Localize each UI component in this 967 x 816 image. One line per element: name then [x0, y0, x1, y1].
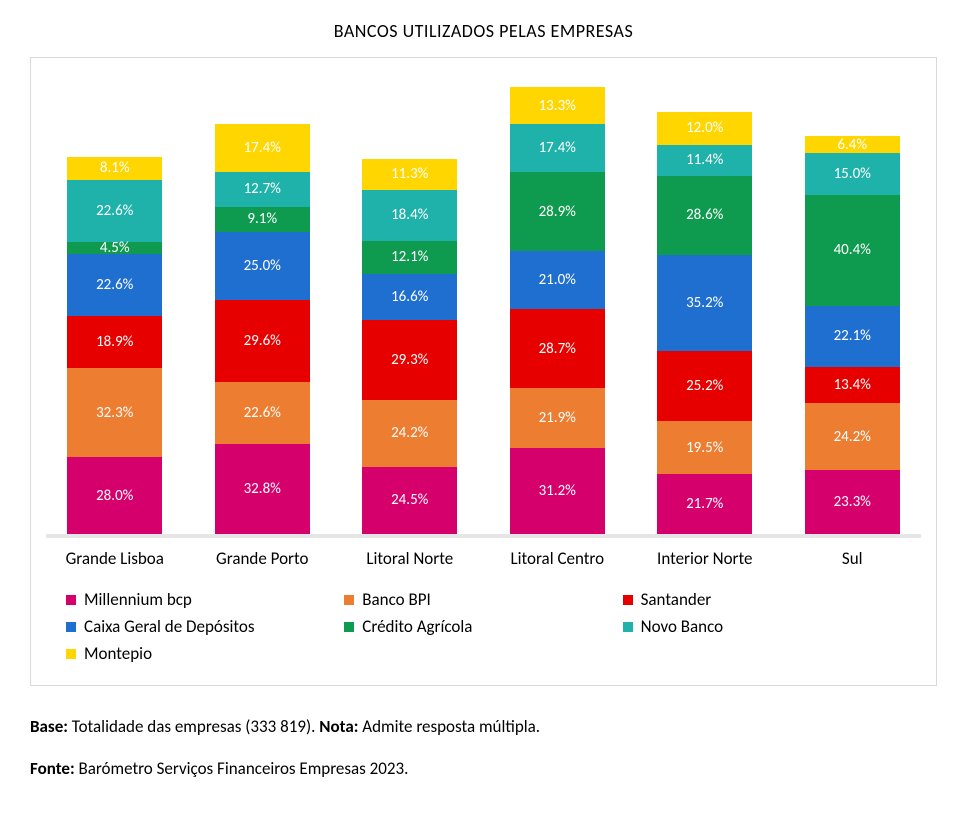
- base-text: Totalidade das empresas (333 819).: [68, 716, 319, 737]
- bar-segment-santander: 25.2%: [657, 351, 752, 420]
- bar-group: 24.5%24.2%29.3%16.6%12.1%18.4%11.3%: [351, 68, 469, 534]
- x-axis-label: Sul: [794, 548, 912, 569]
- fonte-text: Barómetro Serviços Financeiros Empresas …: [75, 758, 409, 779]
- bar-segment-santander: 29.6%: [215, 300, 310, 381]
- bar-segment-credito: 9.1%: [215, 207, 310, 232]
- bar-segment-novo: 17.4%: [510, 124, 605, 172]
- bar-segment-credito: 4.5%: [67, 242, 162, 254]
- bar-segment-cgd: 21.0%: [510, 251, 605, 309]
- bars-area: 28.0%32.3%18.9%22.6%4.5%22.6%8.1%32.8%22…: [46, 68, 921, 538]
- legend-item-santander: Santander: [623, 589, 901, 610]
- x-axis-label: Litoral Centro: [499, 548, 617, 569]
- bar-segment-cgd: 25.0%: [215, 232, 310, 301]
- bar-segment-bpi: 22.6%: [215, 382, 310, 444]
- bar-segment-bpi: 24.2%: [362, 400, 457, 467]
- bar-segment-montepio: 12.0%: [657, 112, 752, 145]
- bar-segment-novo: 18.4%: [362, 190, 457, 241]
- bar-segment-santander: 29.3%: [362, 320, 457, 401]
- legend-swatch: [66, 649, 76, 659]
- legend-swatch: [344, 595, 354, 605]
- x-axis-label: Interior Norte: [646, 548, 764, 569]
- bar: 31.2%21.9%28.7%21.0%28.9%17.4%13.3%: [510, 87, 605, 534]
- chart-title: BANCOS UTILIZADOS PELAS EMPRESAS: [30, 20, 937, 42]
- bar-segment-bpi: 19.5%: [657, 421, 752, 475]
- bar-group: 31.2%21.9%28.7%21.0%28.9%17.4%13.3%: [499, 68, 617, 534]
- bar-group: 23.3%24.2%13.4%22.1%40.4%15.0%6.4%: [794, 68, 912, 534]
- bar-segment-millennium: 31.2%: [510, 448, 605, 534]
- legend-item-novo: Novo Banco: [623, 616, 901, 637]
- fonte-label: Fonte:: [30, 758, 75, 779]
- bar-group: 28.0%32.3%18.9%22.6%4.5%22.6%8.1%: [56, 68, 174, 534]
- bar-segment-santander: 13.4%: [805, 367, 900, 404]
- bar-segment-novo: 15.0%: [805, 153, 900, 194]
- x-axis-label: Grande Lisboa: [56, 548, 174, 569]
- bar-segment-millennium: 32.8%: [215, 444, 310, 534]
- legend-item-millennium: Millennium bcp: [66, 589, 344, 610]
- legend-swatch: [344, 622, 354, 632]
- bar-segment-bpi: 32.3%: [67, 368, 162, 457]
- bar-segment-novo: 22.6%: [67, 180, 162, 242]
- footnotes: Base: Totalidade das empresas (333 819).…: [30, 714, 937, 781]
- legend-swatch: [66, 595, 76, 605]
- legend-label: Millennium bcp: [84, 589, 192, 610]
- chart-container: BANCOS UTILIZADOS PELAS EMPRESAS 28.0%32…: [30, 20, 937, 781]
- nota-label: Nota:: [319, 716, 358, 737]
- bar: 32.8%22.6%29.6%25.0%9.1%12.7%17.4%: [215, 124, 310, 534]
- bar-segment-bpi: 24.2%: [805, 403, 900, 470]
- bar-segment-santander: 18.9%: [67, 316, 162, 368]
- legend-label: Santander: [641, 589, 712, 610]
- bar-segment-cgd: 16.6%: [362, 274, 457, 320]
- legend-label: Banco BPI: [362, 589, 431, 610]
- bar-segment-credito: 12.1%: [362, 241, 457, 274]
- bar-segment-montepio: 11.3%: [362, 159, 457, 190]
- legend-swatch: [623, 595, 633, 605]
- bar-segment-montepio: 6.4%: [805, 136, 900, 154]
- bar-segment-cgd: 22.1%: [805, 306, 900, 367]
- legend-swatch: [623, 622, 633, 632]
- legend: Millennium bcp Banco BPI Santander Caixa Ge…: [46, 589, 921, 670]
- legend-label: Novo Banco: [641, 616, 724, 637]
- legend-swatch: [66, 622, 76, 632]
- bar-segment-bpi: 21.9%: [510, 388, 605, 448]
- legend-label: Caixa Geral de Depósitos: [84, 616, 255, 637]
- legend-item-credito: Crédito Agrícola: [344, 616, 622, 637]
- bar-segment-cgd: 35.2%: [657, 255, 752, 352]
- legend-label: Montepio: [84, 643, 152, 664]
- x-axis-label: Grande Porto: [204, 548, 322, 569]
- bar-segment-montepio: 13.3%: [510, 87, 605, 124]
- bar: 23.3%24.2%13.4%22.1%40.4%15.0%6.4%: [805, 136, 900, 534]
- legend-item-cgd: Caixa Geral de Depósitos: [66, 616, 344, 637]
- bar-segment-montepio: 17.4%: [215, 124, 310, 172]
- x-axis-labels: Grande Lisboa Grande Porto Litoral Norte Li…: [46, 538, 921, 569]
- bar: 24.5%24.2%29.3%16.6%12.1%18.4%11.3%: [362, 159, 457, 534]
- legend-label: Crédito Agrícola: [362, 616, 472, 637]
- bar-segment-santander: 28.7%: [510, 309, 605, 388]
- legend-item-bpi: Banco BPI: [344, 589, 622, 610]
- bar-segment-millennium: 28.0%: [67, 457, 162, 534]
- bar-segment-credito: 28.6%: [657, 176, 752, 255]
- bar-segment-millennium: 21.7%: [657, 474, 752, 534]
- base-label: Base:: [30, 716, 68, 737]
- plot-frame: 28.0%32.3%18.9%22.6%4.5%22.6%8.1%32.8%22…: [30, 57, 937, 686]
- bar-group: 21.7%19.5%25.2%35.2%28.6%11.4%12.0%: [646, 68, 764, 534]
- bar-segment-cgd: 22.6%: [67, 254, 162, 316]
- x-axis-label: Litoral Norte: [351, 548, 469, 569]
- bar-segment-novo: 11.4%: [657, 145, 752, 176]
- bar-segment-millennium: 24.5%: [362, 467, 457, 534]
- bar-segment-credito: 28.9%: [510, 172, 605, 251]
- footnote-base: Base: Totalidade das empresas (333 819).…: [30, 714, 937, 740]
- bar-segment-millennium: 23.3%: [805, 470, 900, 534]
- legend-item-montepio: Montepio: [66, 643, 344, 664]
- bar-segment-montepio: 8.1%: [67, 157, 162, 179]
- bar-segment-credito: 40.4%: [805, 195, 900, 306]
- bar: 21.7%19.5%25.2%35.2%28.6%11.4%12.0%: [657, 112, 752, 534]
- bar: 28.0%32.3%18.9%22.6%4.5%22.6%8.1%: [67, 157, 162, 534]
- bar-group: 32.8%22.6%29.6%25.0%9.1%12.7%17.4%: [204, 68, 322, 534]
- bar-segment-novo: 12.7%: [215, 172, 310, 207]
- nota-text: Admite resposta múltipla.: [358, 716, 540, 737]
- footnote-fonte: Fonte: Barómetro Serviços Financeiros Em…: [30, 756, 937, 782]
